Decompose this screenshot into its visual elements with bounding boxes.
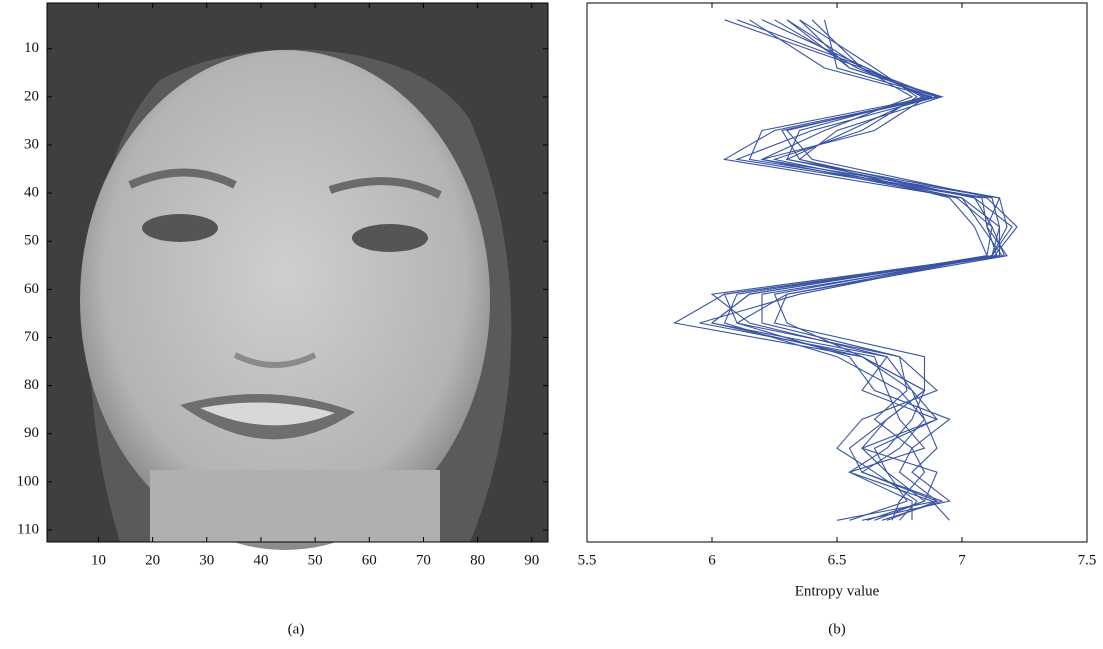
y-tick-label: 30 [24,136,39,152]
x-tick-label: 40 [253,552,268,568]
axes-frame [587,3,1087,542]
x-tick-label: 50 [308,552,323,568]
series-line [712,20,992,521]
series-line [712,20,997,521]
series-line [712,20,1012,521]
y-tick-label: 80 [24,377,39,393]
y-tick-label: 90 [24,425,39,441]
y-tick-label: 10 [24,40,39,56]
x-tick-label: 5.5 [578,552,597,568]
x-tick-label: 7 [958,552,966,568]
x-tick-label: 30 [199,552,214,568]
x-tick-label: 7.5 [1078,552,1097,568]
x-tick-label: 60 [362,552,377,568]
y-tick-label: 100 [17,473,40,489]
series-line [737,20,1007,521]
figure: (a) (b) Entropy value 10 20 30 40 50 60 70 80 90… [0,0,1103,644]
y-tick-label: 40 [24,185,39,201]
x-tick-label: 70 [416,552,431,568]
x-tick-label: 80 [470,552,485,568]
caption: (a) [288,621,305,637]
x-axis-label: Entropy value [795,583,880,599]
caption: (b) [828,621,846,637]
x-tick-label: 90 [524,552,539,568]
series-line [737,20,1007,521]
x-tick-label: 6.5 [828,552,847,568]
y-tick-label: 50 [24,233,39,249]
y-tick-label: 20 [24,88,39,104]
y-tick-label: 60 [24,281,39,297]
x-tick-label: 20 [145,552,160,568]
face-image [47,3,548,550]
y-tick-label: 110 [17,521,39,537]
series-line [675,20,1000,521]
x-tick-label: 10 [91,552,106,568]
x-tick-label: 6 [708,552,716,568]
series-line [700,20,1000,521]
y-tick-label: 70 [24,329,39,345]
